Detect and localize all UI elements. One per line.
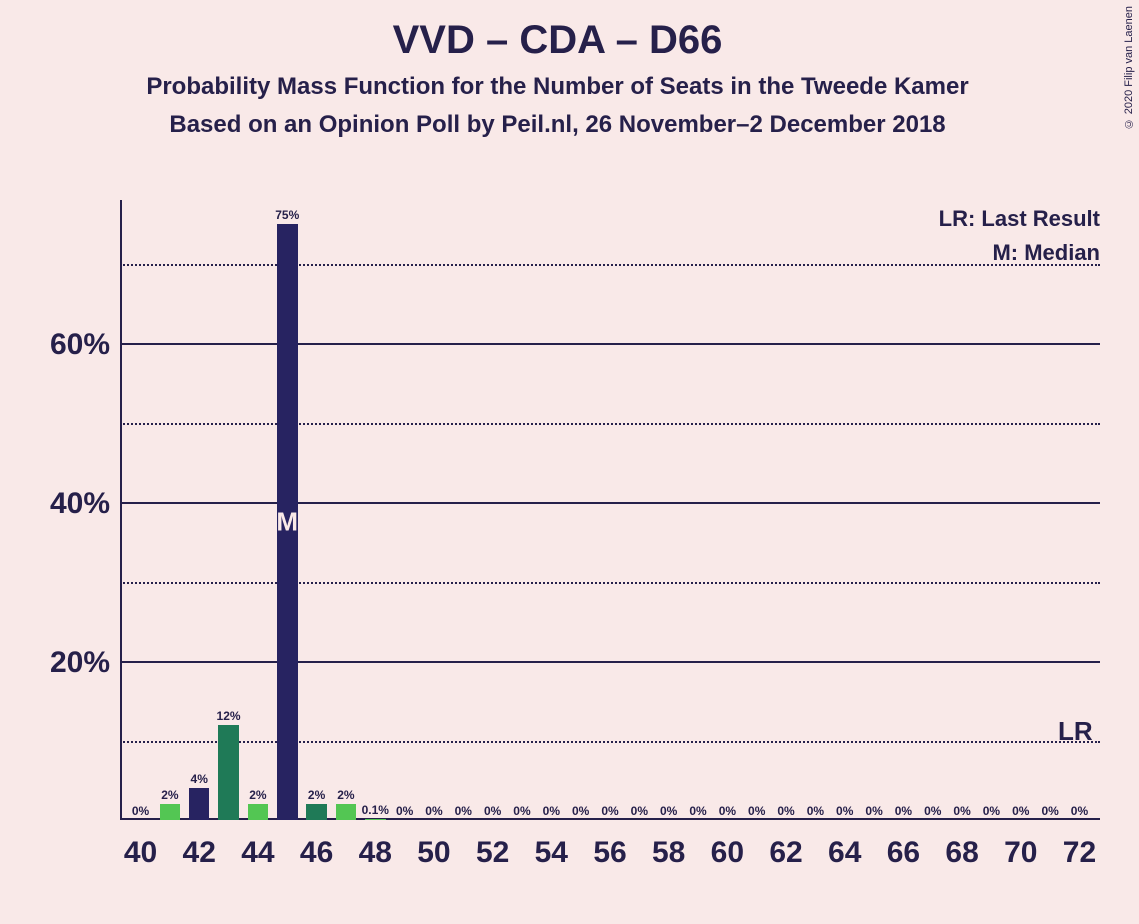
x-tick-label: 58 xyxy=(652,820,685,870)
bar-label: 0% xyxy=(396,804,413,820)
bar-label: 4% xyxy=(191,772,208,788)
gridline-major: 60% xyxy=(120,343,1100,345)
bar-label: 0% xyxy=(513,804,530,820)
y-tick-label: 60% xyxy=(50,328,120,362)
chart-subtitle-1: Probability Mass Function for the Number… xyxy=(0,73,1115,101)
x-tick-label: 46 xyxy=(300,820,333,870)
bar-label: 0% xyxy=(1041,804,1058,820)
bar-label: 0.1% xyxy=(362,803,389,819)
bar-label: 2% xyxy=(249,788,266,804)
bar-label: 0% xyxy=(748,804,765,820)
bar: 12% xyxy=(218,725,239,820)
legend: LR: Last Result M: Median xyxy=(939,206,1100,274)
bar-label: 0% xyxy=(484,804,501,820)
bar-label: 0% xyxy=(807,804,824,820)
x-tick-label: 64 xyxy=(828,820,861,870)
bar-label: 0% xyxy=(689,804,706,820)
bar-label: 0% xyxy=(543,804,560,820)
x-tick-label: 62 xyxy=(769,820,802,870)
gridline-minor xyxy=(120,582,1100,584)
bar-label: 0% xyxy=(836,804,853,820)
bar-label: 2% xyxy=(337,788,354,804)
x-tick-label: 60 xyxy=(711,820,744,870)
bar-label: 0% xyxy=(895,804,912,820)
x-tick-label: 54 xyxy=(535,820,568,870)
chart-subtitle-2: Based on an Opinion Poll by Peil.nl, 26 … xyxy=(0,111,1115,139)
x-tick-label: 72 xyxy=(1063,820,1096,870)
y-tick-label: 40% xyxy=(50,487,120,521)
bar-label: 12% xyxy=(217,709,241,725)
x-tick-label: 40 xyxy=(124,820,157,870)
bar-label: 0% xyxy=(719,804,736,820)
x-tick-label: 56 xyxy=(593,820,626,870)
bar-label: 0% xyxy=(865,804,882,820)
y-tick-label: 20% xyxy=(50,646,120,680)
bar-label: 0% xyxy=(660,804,677,820)
x-tick-label: 50 xyxy=(417,820,450,870)
chart-title: VVD – CDA – D66 xyxy=(0,18,1115,63)
copyright-text: © 2020 Filip van Laenen xyxy=(1119,0,1139,135)
bar: 2% xyxy=(160,804,181,820)
bar-label: 75% xyxy=(275,208,299,224)
x-tick-label: 68 xyxy=(945,820,978,870)
gridline-major: 40% xyxy=(120,502,1100,504)
x-tick-label: 44 xyxy=(241,820,274,870)
x-tick-label: 52 xyxy=(476,820,509,870)
bar-label: 0% xyxy=(953,804,970,820)
plot-area: 20%40%60%LR0%2%4%12%2%75%M2%2%0.1%0%0%0%… xyxy=(120,200,1100,820)
bar: 2% xyxy=(336,804,357,820)
bar-label: 0% xyxy=(1071,804,1088,820)
bar-label: 0% xyxy=(455,804,472,820)
gridline-minor xyxy=(120,423,1100,425)
bar-label: 0% xyxy=(132,804,149,820)
legend-m: M: Median xyxy=(939,240,1100,266)
bar: 4% xyxy=(189,788,210,820)
gridline-minor xyxy=(120,741,1100,743)
bar: 2% xyxy=(306,804,327,820)
legend-lr: LR: Last Result xyxy=(939,206,1100,232)
bar-label: 0% xyxy=(601,804,618,820)
x-tick-label: 70 xyxy=(1004,820,1037,870)
bar-label: 2% xyxy=(308,788,325,804)
bar-label: 0% xyxy=(777,804,794,820)
x-tick-label: 48 xyxy=(359,820,392,870)
y-axis xyxy=(120,200,122,820)
bar-label: 0% xyxy=(631,804,648,820)
bar: 2% xyxy=(248,804,269,820)
bar-label: 0% xyxy=(924,804,941,820)
x-tick-label: 42 xyxy=(183,820,216,870)
lr-marker: LR xyxy=(1058,716,1093,747)
bar-label: 0% xyxy=(983,804,1000,820)
bar-label: 2% xyxy=(161,788,178,804)
bar-label: 0% xyxy=(425,804,442,820)
bar: 75% xyxy=(277,224,298,820)
bar-label: 0% xyxy=(572,804,589,820)
x-tick-label: 66 xyxy=(887,820,920,870)
chart-titles: VVD – CDA – D66 Probability Mass Functio… xyxy=(0,18,1115,139)
gridline-major: 20% xyxy=(120,661,1100,663)
bar-label: 0% xyxy=(1012,804,1029,820)
